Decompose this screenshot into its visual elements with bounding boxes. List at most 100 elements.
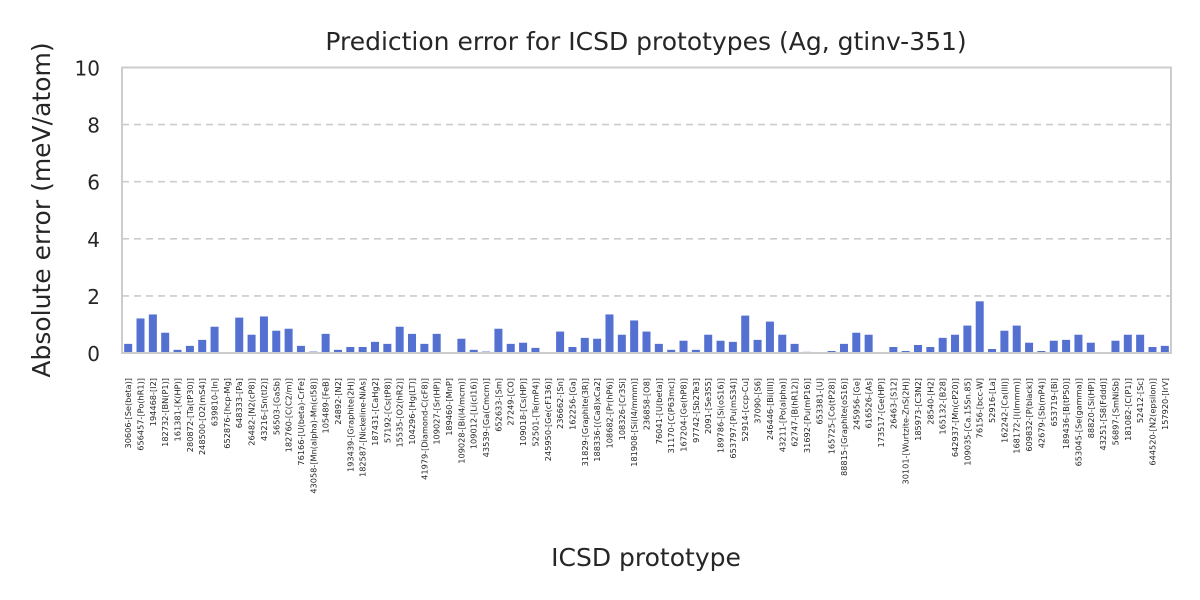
y-axis-label: Absolute error (meV/atom) bbox=[27, 42, 56, 377]
x-tick-label: 173517-[Ge(HP)] bbox=[876, 378, 886, 447]
bar bbox=[408, 333, 417, 353]
bar bbox=[679, 340, 688, 353]
x-tick-label: 616526-[As] bbox=[864, 378, 874, 428]
bar bbox=[926, 347, 935, 353]
bar bbox=[914, 345, 923, 353]
x-axis-label: ICSD prototype bbox=[551, 543, 741, 572]
bar bbox=[765, 321, 774, 353]
bar bbox=[1012, 325, 1021, 353]
bar bbox=[358, 347, 367, 353]
x-tick-label: 105489-[FeB] bbox=[321, 378, 331, 434]
bar bbox=[1049, 340, 1058, 353]
x-tick-label: 653797-[Pu(mS34)] bbox=[728, 378, 738, 459]
bar bbox=[1160, 345, 1169, 353]
bar bbox=[728, 341, 737, 353]
x-tick-label: 31692-[Pu(mP16)] bbox=[802, 378, 812, 453]
x-tick-label: 189436-[B(tP50)] bbox=[1061, 378, 1071, 449]
bar bbox=[839, 343, 848, 353]
x-tick-label: 56503-[GaSb] bbox=[271, 378, 281, 435]
bar bbox=[395, 326, 404, 353]
y-tick-labels: 0 2 4 6 8 10 bbox=[75, 57, 100, 367]
x-tick-label: 97742-[Sb2Te3] bbox=[691, 378, 701, 443]
bar bbox=[469, 349, 478, 353]
x-tick-label: 2091-[Se3S5] bbox=[703, 378, 713, 434]
bar bbox=[420, 343, 429, 353]
bar bbox=[1062, 339, 1071, 353]
bar bbox=[741, 315, 750, 353]
x-tick-label: 167204-[Ge(hP8)] bbox=[679, 378, 689, 452]
x-tick-label: 194468-[I2] bbox=[148, 378, 158, 426]
x-tick-label: 56897-[SmNiSb] bbox=[1110, 378, 1120, 445]
bar bbox=[778, 334, 787, 353]
bar bbox=[1123, 334, 1132, 353]
bar bbox=[432, 333, 441, 353]
y-tick-label: 0 bbox=[87, 342, 100, 366]
bar bbox=[519, 342, 528, 353]
x-tick-label: 182760-[C(C2/m)] bbox=[284, 378, 294, 452]
bar bbox=[864, 334, 873, 353]
bar bbox=[1086, 342, 1095, 353]
x-tick-label: 182587-[Nickeline-NiAs] bbox=[358, 378, 368, 477]
x-tick-label: 109018-[Cs(HP)] bbox=[518, 378, 528, 446]
bar bbox=[593, 338, 602, 353]
x-tick-label: 52916-[La] bbox=[987, 378, 997, 423]
bar bbox=[284, 328, 293, 353]
x-tick-label: 30606-[Se(beta)] bbox=[123, 378, 133, 448]
x-tick-label: 52914-[ccp-Cu] bbox=[740, 378, 750, 441]
bar bbox=[272, 330, 281, 353]
bar bbox=[198, 339, 207, 353]
x-tick-label: 653719-[Bi] bbox=[1049, 378, 1059, 427]
bar bbox=[1136, 334, 1145, 353]
x-tick-label: 644520-[N2(epsilon)] bbox=[1147, 378, 1157, 466]
bar bbox=[691, 349, 700, 353]
bar bbox=[185, 345, 194, 353]
bar bbox=[988, 349, 997, 353]
bar bbox=[1074, 334, 1083, 353]
y-tick-label: 4 bbox=[87, 228, 100, 252]
bar bbox=[506, 343, 515, 353]
y-tick-label: 2 bbox=[87, 285, 100, 309]
bar bbox=[556, 331, 565, 353]
x-tick-label: 37090-[S6] bbox=[753, 378, 763, 424]
bar bbox=[383, 343, 392, 353]
x-tick-label: 24892-[N2] bbox=[333, 378, 343, 425]
bar bbox=[457, 338, 466, 353]
bar bbox=[296, 345, 305, 353]
x-tick-label: 642937-[Mn(cP20)] bbox=[950, 378, 960, 457]
x-tick-label: 43216-[Sn(tI2)] bbox=[259, 378, 269, 441]
x-tick-label: 189786-[Si(oS16)] bbox=[716, 378, 726, 453]
bar bbox=[963, 325, 972, 353]
x-tick-label: 88820-[Si(HP)] bbox=[1086, 378, 1096, 438]
bar bbox=[753, 339, 762, 353]
x-tick-label: 43251-[S8(Fddd)] bbox=[1098, 378, 1108, 450]
x-tick-label: 245956-[Ge] bbox=[851, 378, 861, 430]
x-tick-label: 31170-[C(P63mc)] bbox=[666, 378, 676, 453]
y-tick-label: 6 bbox=[87, 171, 100, 195]
x-tick-label: 157920-[IrV] bbox=[1160, 378, 1170, 430]
x-tick-label: 28540-[H2] bbox=[925, 378, 935, 425]
x-tick-label: 248500-[O2(mS4)] bbox=[197, 378, 207, 455]
x-tick-label: 88815-[Graphite(oS16)] bbox=[839, 378, 849, 476]
bar bbox=[1111, 340, 1120, 353]
bar bbox=[531, 347, 540, 353]
bar bbox=[161, 332, 170, 353]
bar bbox=[173, 349, 182, 353]
x-tick-label: 57192-[Cs(tP8)] bbox=[382, 378, 392, 443]
bar bbox=[704, 334, 713, 353]
x-tick-label: 76041-[U(beta)] bbox=[654, 378, 664, 444]
bar bbox=[654, 343, 663, 353]
chart-title: Prediction error for ICSD prototypes (Ag… bbox=[325, 27, 966, 56]
x-tick-label: 189460-[MnP] bbox=[444, 378, 454, 436]
bar bbox=[494, 328, 503, 353]
x-tick-label: 188336-[(Ca8)xCa2] bbox=[592, 378, 602, 462]
x-tick-label: 656457-[Po(hR1)] bbox=[136, 378, 146, 451]
x-tick-label: 245950-[Ge(cF136)] bbox=[543, 378, 553, 461]
bar bbox=[1000, 330, 1009, 353]
bar bbox=[136, 318, 145, 353]
y-tick-label: 10 bbox=[75, 57, 100, 81]
x-tick-label: 236858-[O8] bbox=[642, 378, 652, 430]
bar bbox=[716, 340, 725, 353]
x-tick-label: 42679-[Sb(mP4)] bbox=[1036, 378, 1046, 448]
x-tick-label: 26482-[N2(cP8)] bbox=[247, 378, 257, 446]
y-tick-label: 8 bbox=[87, 114, 100, 138]
